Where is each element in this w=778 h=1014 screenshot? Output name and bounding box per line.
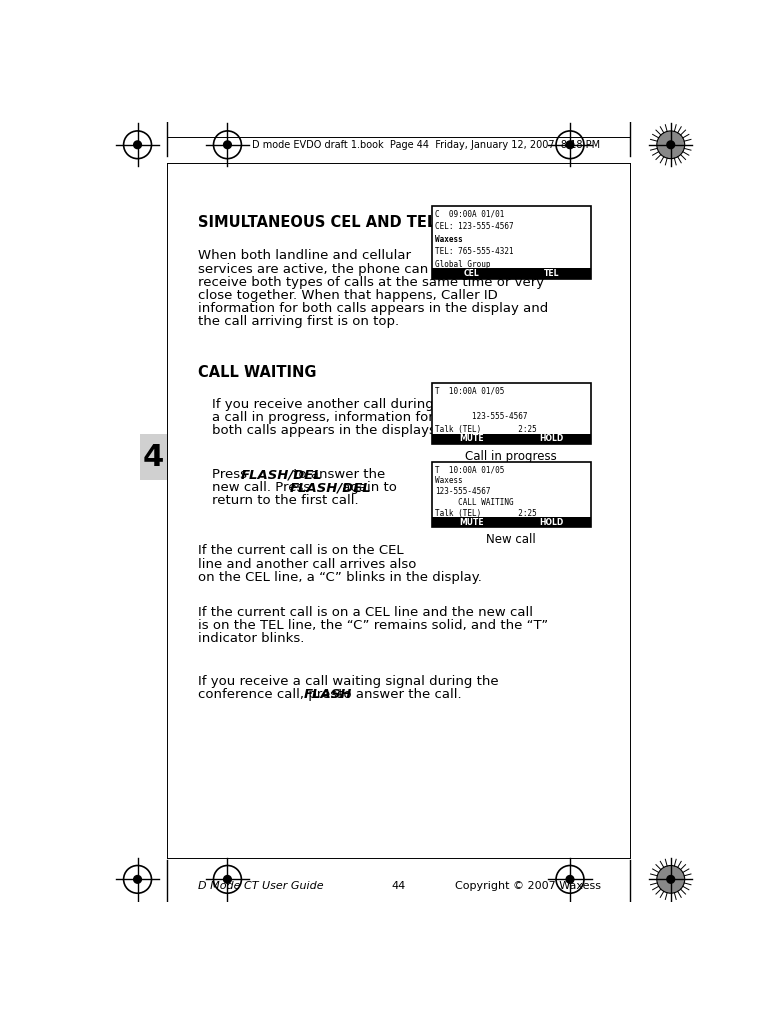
Text: line and another call arrives also: line and another call arrives also xyxy=(198,558,416,571)
Text: services are active, the phone can: services are active, the phone can xyxy=(198,263,428,276)
Text: Call in progress: Call in progress xyxy=(465,449,557,462)
Text: If you receive a call waiting signal during the: If you receive a call waiting signal dur… xyxy=(198,675,499,689)
Circle shape xyxy=(134,875,142,883)
Text: both calls appears in the displays: both calls appears in the displays xyxy=(212,424,436,437)
Text: MUTE: MUTE xyxy=(460,434,484,443)
Text: CEL: CEL xyxy=(464,269,480,278)
Bar xyxy=(511,268,591,279)
Text: Waxess: Waxess xyxy=(435,234,463,243)
Text: 123-555-4567: 123-555-4567 xyxy=(435,413,527,421)
Text: HOLD: HOLD xyxy=(539,517,563,526)
Text: to answer the call.: to answer the call. xyxy=(334,689,461,702)
Text: FLASH/DEL: FLASH/DEL xyxy=(289,482,371,494)
Circle shape xyxy=(134,141,142,149)
Text: T  10:00A 01/05: T 10:00A 01/05 xyxy=(435,387,504,395)
Bar xyxy=(432,434,511,444)
Text: TEL: 765-555-4321: TEL: 765-555-4321 xyxy=(435,247,513,257)
Bar xyxy=(432,268,511,279)
Text: 123-555-4567: 123-555-4567 xyxy=(435,487,491,496)
Text: CEL: 123-555-4567: CEL: 123-555-4567 xyxy=(435,222,513,231)
Text: a call in progress, information for: a call in progress, information for xyxy=(212,412,433,424)
Bar xyxy=(432,206,591,279)
Bar xyxy=(140,434,167,481)
Text: 44: 44 xyxy=(391,880,406,890)
Text: the call arriving first is on top.: the call arriving first is on top. xyxy=(198,315,399,328)
Text: T  10:00A 01/05: T 10:00A 01/05 xyxy=(435,465,504,475)
Circle shape xyxy=(657,131,685,158)
Text: information for both calls appears in the display and: information for both calls appears in th… xyxy=(198,302,548,315)
Text: New call: New call xyxy=(486,533,536,546)
Text: D mode EVDO draft 1.book  Page 44  Friday, January 12, 2007  8:18 PM: D mode EVDO draft 1.book Page 44 Friday,… xyxy=(252,140,601,150)
Text: If the current call is on a CEL line and the new call: If the current call is on a CEL line and… xyxy=(198,606,533,619)
Text: new call. Press: new call. Press xyxy=(212,482,314,494)
Bar xyxy=(511,517,591,527)
Circle shape xyxy=(566,875,574,883)
Text: HOLD: HOLD xyxy=(539,434,563,443)
Text: Talk (TEL)        2:25: Talk (TEL) 2:25 xyxy=(435,509,537,518)
Text: MUTE: MUTE xyxy=(460,517,484,526)
Circle shape xyxy=(223,875,231,883)
Text: FLASH/DEL: FLASH/DEL xyxy=(240,468,322,482)
Text: Copyright © 2007 Waxess: Copyright © 2007 Waxess xyxy=(455,880,601,890)
Text: on the CEL line, a “C” blinks in the display.: on the CEL line, a “C” blinks in the dis… xyxy=(198,571,482,584)
Circle shape xyxy=(667,875,675,883)
Text: return to the first call.: return to the first call. xyxy=(212,495,359,507)
Bar xyxy=(432,382,591,444)
Circle shape xyxy=(223,141,231,149)
Bar xyxy=(432,462,591,527)
Text: indicator blinks.: indicator blinks. xyxy=(198,632,304,645)
Text: 4: 4 xyxy=(142,443,163,472)
Text: CALL WAITING: CALL WAITING xyxy=(435,498,513,507)
Text: Global Group: Global Group xyxy=(435,260,491,269)
Text: close together. When that happens, Caller ID: close together. When that happens, Calle… xyxy=(198,289,498,302)
Circle shape xyxy=(566,141,574,149)
Text: If the current call is on the CEL: If the current call is on the CEL xyxy=(198,545,404,558)
Text: SIMULTANEOUS CEL AND TEL CALL: SIMULTANEOUS CEL AND TEL CALL xyxy=(198,215,482,230)
Text: Waxess: Waxess xyxy=(435,477,463,486)
Text: C  09:00A 01/01: C 09:00A 01/01 xyxy=(435,210,504,219)
Text: receive both types of calls at the same time or very: receive both types of calls at the same … xyxy=(198,276,544,289)
Text: Press: Press xyxy=(212,468,251,482)
Text: FLASH: FLASH xyxy=(304,689,352,702)
Circle shape xyxy=(657,866,685,893)
Text: If you receive another call during: If you receive another call during xyxy=(212,399,433,411)
Text: to answer the: to answer the xyxy=(289,468,386,482)
Text: When both landline and cellular: When both landline and cellular xyxy=(198,249,411,263)
Bar xyxy=(511,434,591,444)
Text: again to: again to xyxy=(338,482,397,494)
Bar xyxy=(432,517,511,527)
Circle shape xyxy=(667,141,675,149)
Text: D Mode CT User Guide: D Mode CT User Guide xyxy=(198,880,324,890)
Text: TEL: TEL xyxy=(544,269,559,278)
Text: is on the TEL line, the “C” remains solid, and the “T”: is on the TEL line, the “C” remains soli… xyxy=(198,620,548,632)
Text: Talk (TEL)        2:25: Talk (TEL) 2:25 xyxy=(435,425,537,434)
Text: CALL WAITING: CALL WAITING xyxy=(198,365,317,380)
Text: conference call, press: conference call, press xyxy=(198,689,349,702)
